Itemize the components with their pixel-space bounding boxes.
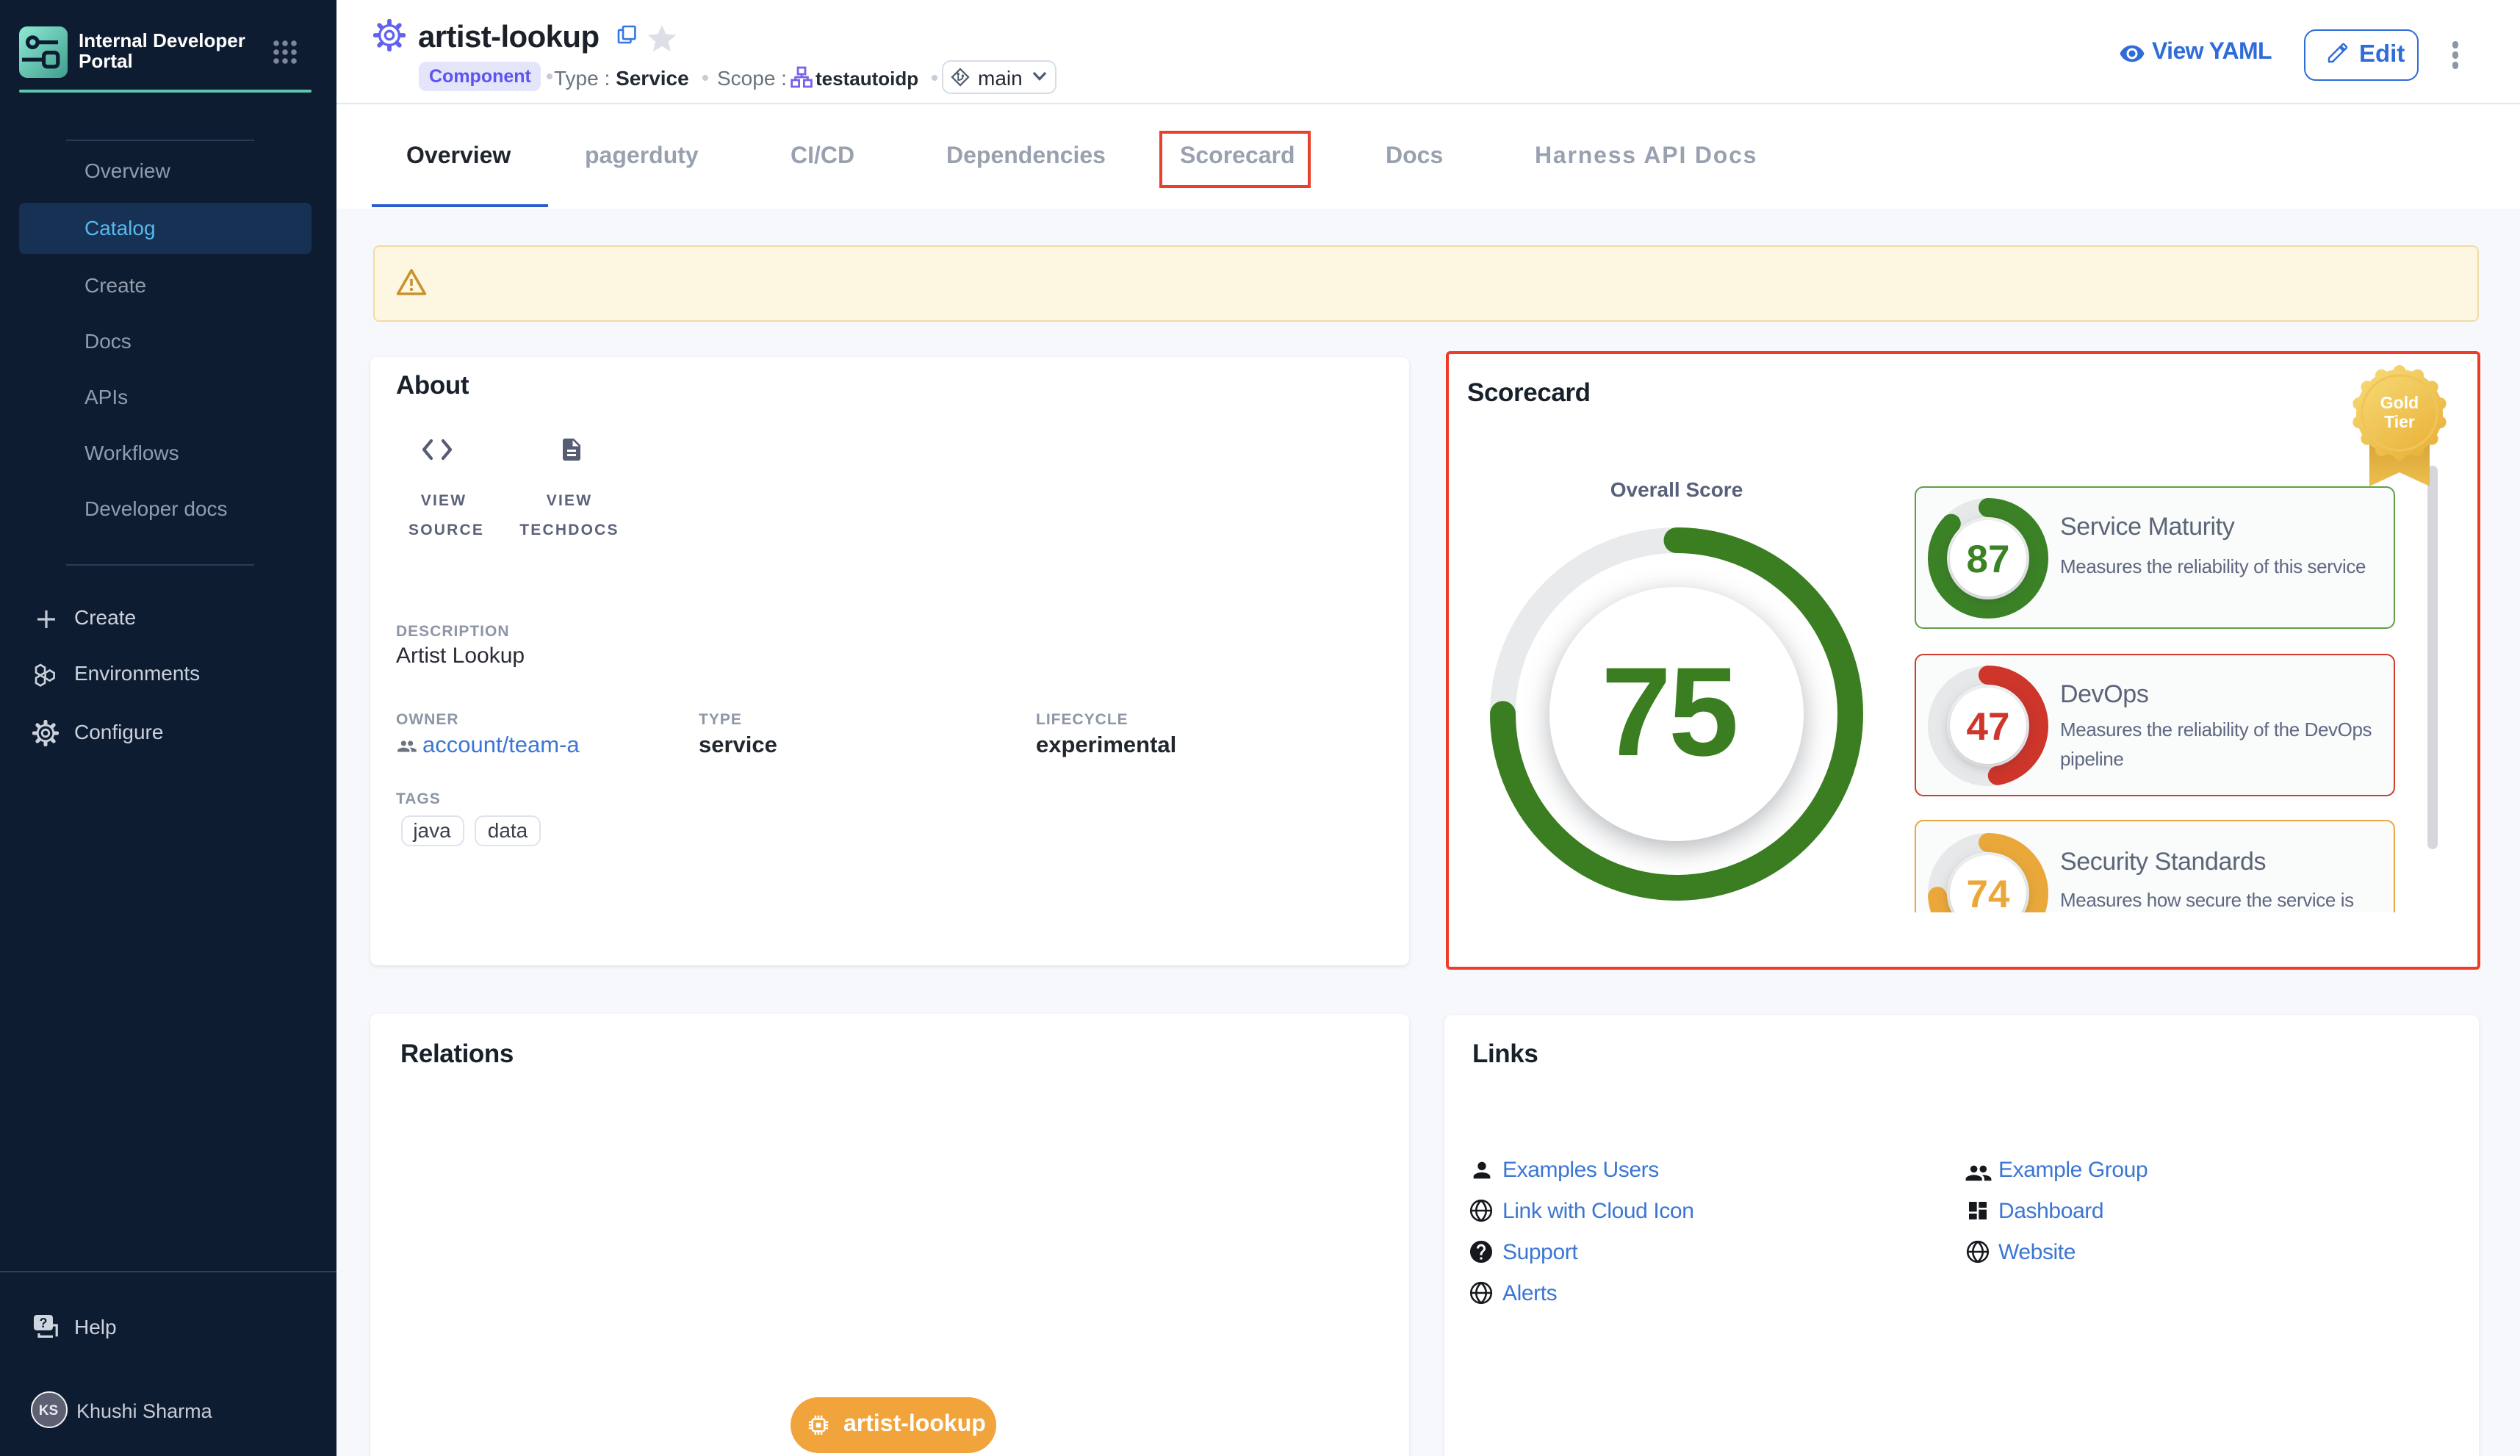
svg-text:Gold: Gold (2380, 393, 2419, 412)
svg-text:74: 74 (1966, 872, 2009, 912)
svg-text:87: 87 (1966, 538, 2009, 581)
svg-text:75: 75 (1601, 641, 1735, 782)
svg-text:?: ? (40, 1316, 48, 1330)
svg-text:Tier: Tier (2384, 412, 2415, 431)
svg-text:47: 47 (1966, 705, 2009, 749)
